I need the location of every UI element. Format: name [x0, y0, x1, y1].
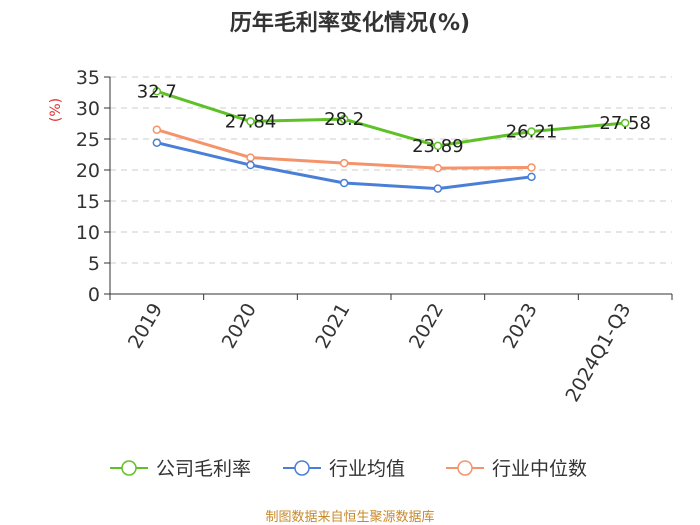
data-point: [152, 125, 162, 134]
x-tick-label: 2019: [124, 300, 167, 353]
data-label: 26.21: [506, 121, 558, 142]
data-point: [246, 117, 255, 126]
data-point: [433, 184, 443, 193]
y-tick-label: 5: [88, 253, 100, 275]
y-tick-label: 30: [76, 98, 100, 120]
y-tick-label: 15: [76, 191, 100, 213]
data-point: [527, 172, 536, 182]
legend-label: 行业均值: [329, 458, 405, 480]
y-tick-label: 20: [76, 160, 100, 182]
data-point: [339, 158, 349, 168]
data-point: [433, 141, 443, 151]
data-point: [339, 178, 349, 188]
data-label: 27.84: [225, 111, 277, 132]
data-point: [527, 127, 536, 136]
legend-label: 公司毛利率: [156, 458, 251, 480]
data-point: [152, 87, 162, 96]
data-label: 32.7: [137, 81, 177, 102]
y-tick-label: 35: [76, 67, 100, 89]
x-tick-label: 2023: [499, 300, 542, 353]
y-axis-label: (%): [48, 98, 64, 122]
data-point: [246, 160, 255, 170]
y-tick-label: 10: [76, 222, 100, 244]
x-tick-label: 2022: [405, 300, 448, 353]
legend-marker: [121, 460, 137, 476]
data-label: 28.2: [324, 109, 364, 130]
data-point: [620, 118, 630, 128]
data-point: [339, 114, 349, 124]
legend-marker: [294, 460, 310, 476]
data-point: [246, 153, 255, 162]
data-label: 27.58: [599, 113, 651, 134]
x-tick-label: 2021: [311, 300, 354, 353]
legend-label: 行业中位数: [492, 458, 587, 480]
data-label: 23.89: [412, 136, 464, 157]
data-point: [527, 163, 536, 172]
chart-title: 历年毛利率变化情况(%): [230, 10, 470, 36]
x-tick-label: 2020: [218, 300, 261, 353]
legend-marker: [457, 460, 473, 476]
series-line: [156, 89, 626, 148]
data-point: [152, 138, 162, 147]
data-point: [433, 163, 443, 173]
x-tick-label: 2024Q1-Q3: [561, 300, 635, 406]
source-footer: 制图数据来自恒生聚源数据库: [265, 510, 435, 525]
y-tick-label: 25: [76, 129, 100, 151]
y-tick-label: 0: [88, 284, 100, 306]
